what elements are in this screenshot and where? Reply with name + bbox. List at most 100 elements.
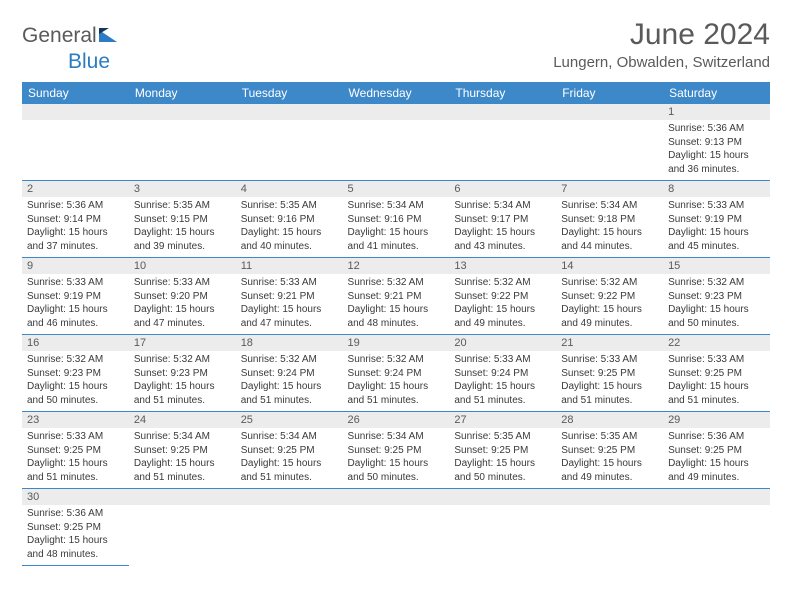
sunset-line: Sunset: 9:25 PM	[134, 444, 231, 458]
calendar-table: SundayMondayTuesdayWednesdayThursdayFrid…	[22, 82, 770, 566]
sunset-line: Sunset: 9:21 PM	[241, 290, 338, 304]
day-number	[663, 489, 770, 505]
calendar-row: 16Sunrise: 5:32 AMSunset: 9:23 PMDayligh…	[22, 335, 770, 412]
daylight-line: Daylight: 15 hours and 41 minutes.	[348, 226, 445, 253]
sunset-line: Sunset: 9:22 PM	[454, 290, 551, 304]
daylight-line: Daylight: 15 hours and 47 minutes.	[241, 303, 338, 330]
weekday-header: Friday	[556, 82, 663, 104]
daylight-line: Daylight: 15 hours and 46 minutes.	[27, 303, 124, 330]
calendar-cell-empty	[236, 104, 343, 181]
cell-body: Sunrise: 5:34 AMSunset: 9:25 PMDaylight:…	[236, 428, 343, 488]
calendar-cell: 25Sunrise: 5:34 AMSunset: 9:25 PMDayligh…	[236, 412, 343, 489]
flag-icon	[99, 26, 119, 50]
day-number: 10	[129, 258, 236, 274]
sunrise-line: Sunrise: 5:34 AM	[241, 430, 338, 444]
daylight-line: Daylight: 15 hours and 37 minutes.	[27, 226, 124, 253]
calendar-cell: 17Sunrise: 5:32 AMSunset: 9:23 PMDayligh…	[129, 335, 236, 412]
calendar-cell: 10Sunrise: 5:33 AMSunset: 9:20 PMDayligh…	[129, 258, 236, 335]
sunrise-line: Sunrise: 5:32 AM	[134, 353, 231, 367]
calendar-cell: 15Sunrise: 5:32 AMSunset: 9:23 PMDayligh…	[663, 258, 770, 335]
sunrise-line: Sunrise: 5:34 AM	[348, 199, 445, 213]
sunset-line: Sunset: 9:25 PM	[668, 444, 765, 458]
day-number: 29	[663, 412, 770, 428]
cell-body: Sunrise: 5:34 AMSunset: 9:16 PMDaylight:…	[343, 197, 450, 257]
sunset-line: Sunset: 9:24 PM	[241, 367, 338, 381]
sunrise-line: Sunrise: 5:33 AM	[134, 276, 231, 290]
sunset-line: Sunset: 9:20 PM	[134, 290, 231, 304]
daylight-line: Daylight: 15 hours and 51 minutes.	[454, 380, 551, 407]
sunset-line: Sunset: 9:25 PM	[348, 444, 445, 458]
calendar-cell: 1Sunrise: 5:36 AMSunset: 9:13 PMDaylight…	[663, 104, 770, 181]
calendar-cell: 30Sunrise: 5:36 AMSunset: 9:25 PMDayligh…	[22, 489, 129, 566]
location-text: Lungern, Obwalden, Switzerland	[553, 54, 770, 71]
sunrise-line: Sunrise: 5:35 AM	[134, 199, 231, 213]
calendar-cell: 2Sunrise: 5:36 AMSunset: 9:14 PMDaylight…	[22, 181, 129, 258]
cell-body: Sunrise: 5:33 AMSunset: 9:24 PMDaylight:…	[449, 351, 556, 411]
sunrise-line: Sunrise: 5:32 AM	[348, 353, 445, 367]
daylight-line: Daylight: 15 hours and 45 minutes.	[668, 226, 765, 253]
daylight-line: Daylight: 15 hours and 49 minutes.	[454, 303, 551, 330]
day-number	[343, 489, 450, 505]
daylight-line: Daylight: 15 hours and 40 minutes.	[241, 226, 338, 253]
cell-body: Sunrise: 5:36 AMSunset: 9:14 PMDaylight:…	[22, 197, 129, 257]
cell-body: Sunrise: 5:32 AMSunset: 9:22 PMDaylight:…	[556, 274, 663, 334]
calendar-cell: 4Sunrise: 5:35 AMSunset: 9:16 PMDaylight…	[236, 181, 343, 258]
day-number: 28	[556, 412, 663, 428]
daylight-line: Daylight: 15 hours and 49 minutes.	[561, 457, 658, 484]
day-number	[236, 104, 343, 120]
calendar-cell: 8Sunrise: 5:33 AMSunset: 9:19 PMDaylight…	[663, 181, 770, 258]
sunset-line: Sunset: 9:19 PM	[668, 213, 765, 227]
cell-body: Sunrise: 5:34 AMSunset: 9:25 PMDaylight:…	[129, 428, 236, 488]
daylight-line: Daylight: 15 hours and 44 minutes.	[561, 226, 658, 253]
calendar-cell-empty	[663, 489, 770, 566]
calendar-cell: 9Sunrise: 5:33 AMSunset: 9:19 PMDaylight…	[22, 258, 129, 335]
day-number: 9	[22, 258, 129, 274]
day-number: 26	[343, 412, 450, 428]
calendar-row: 1Sunrise: 5:36 AMSunset: 9:13 PMDaylight…	[22, 104, 770, 181]
calendar-cell: 20Sunrise: 5:33 AMSunset: 9:24 PMDayligh…	[449, 335, 556, 412]
calendar-row: 30Sunrise: 5:36 AMSunset: 9:25 PMDayligh…	[22, 489, 770, 566]
page-root: GeneralBlue June 2024 Lungern, Obwalden,…	[0, 0, 792, 584]
cell-body: Sunrise: 5:33 AMSunset: 9:25 PMDaylight:…	[22, 428, 129, 488]
calendar-cell-empty	[343, 489, 450, 566]
header: GeneralBlue June 2024 Lungern, Obwalden,…	[22, 18, 770, 74]
daylight-line: Daylight: 15 hours and 49 minutes.	[668, 457, 765, 484]
cell-body: Sunrise: 5:32 AMSunset: 9:23 PMDaylight:…	[22, 351, 129, 411]
cell-body: Sunrise: 5:34 AMSunset: 9:25 PMDaylight:…	[343, 428, 450, 488]
calendar-cell: 22Sunrise: 5:33 AMSunset: 9:25 PMDayligh…	[663, 335, 770, 412]
calendar-cell: 19Sunrise: 5:32 AMSunset: 9:24 PMDayligh…	[343, 335, 450, 412]
weekday-header-row: SundayMondayTuesdayWednesdayThursdayFrid…	[22, 82, 770, 104]
day-number: 17	[129, 335, 236, 351]
calendar-row: 2Sunrise: 5:36 AMSunset: 9:14 PMDaylight…	[22, 181, 770, 258]
sunset-line: Sunset: 9:15 PM	[134, 213, 231, 227]
cell-body: Sunrise: 5:35 AMSunset: 9:15 PMDaylight:…	[129, 197, 236, 257]
sunrise-line: Sunrise: 5:35 AM	[241, 199, 338, 213]
calendar-row: 9Sunrise: 5:33 AMSunset: 9:19 PMDaylight…	[22, 258, 770, 335]
day-number	[129, 104, 236, 120]
sunset-line: Sunset: 9:22 PM	[561, 290, 658, 304]
sunrise-line: Sunrise: 5:34 AM	[134, 430, 231, 444]
sunrise-line: Sunrise: 5:32 AM	[27, 353, 124, 367]
calendar-cell: 29Sunrise: 5:36 AMSunset: 9:25 PMDayligh…	[663, 412, 770, 489]
day-number: 12	[343, 258, 450, 274]
calendar-cell-empty	[129, 489, 236, 566]
sunrise-line: Sunrise: 5:32 AM	[561, 276, 658, 290]
day-number: 25	[236, 412, 343, 428]
calendar-cell-empty	[556, 104, 663, 181]
sunset-line: Sunset: 9:23 PM	[27, 367, 124, 381]
calendar-body: 1Sunrise: 5:36 AMSunset: 9:13 PMDaylight…	[22, 104, 770, 566]
sunset-line: Sunset: 9:25 PM	[27, 521, 124, 535]
calendar-cell: 23Sunrise: 5:33 AMSunset: 9:25 PMDayligh…	[22, 412, 129, 489]
sunrise-line: Sunrise: 5:32 AM	[454, 276, 551, 290]
sunset-line: Sunset: 9:16 PM	[348, 213, 445, 227]
calendar-cell: 13Sunrise: 5:32 AMSunset: 9:22 PMDayligh…	[449, 258, 556, 335]
sunrise-line: Sunrise: 5:36 AM	[668, 122, 765, 136]
day-number	[236, 489, 343, 505]
cell-body: Sunrise: 5:36 AMSunset: 9:13 PMDaylight:…	[663, 120, 770, 180]
calendar-cell: 18Sunrise: 5:32 AMSunset: 9:24 PMDayligh…	[236, 335, 343, 412]
calendar-cell: 16Sunrise: 5:32 AMSunset: 9:23 PMDayligh…	[22, 335, 129, 412]
cell-body: Sunrise: 5:33 AMSunset: 9:25 PMDaylight:…	[556, 351, 663, 411]
weekday-header: Wednesday	[343, 82, 450, 104]
day-number: 19	[343, 335, 450, 351]
cell-body: Sunrise: 5:33 AMSunset: 9:21 PMDaylight:…	[236, 274, 343, 334]
